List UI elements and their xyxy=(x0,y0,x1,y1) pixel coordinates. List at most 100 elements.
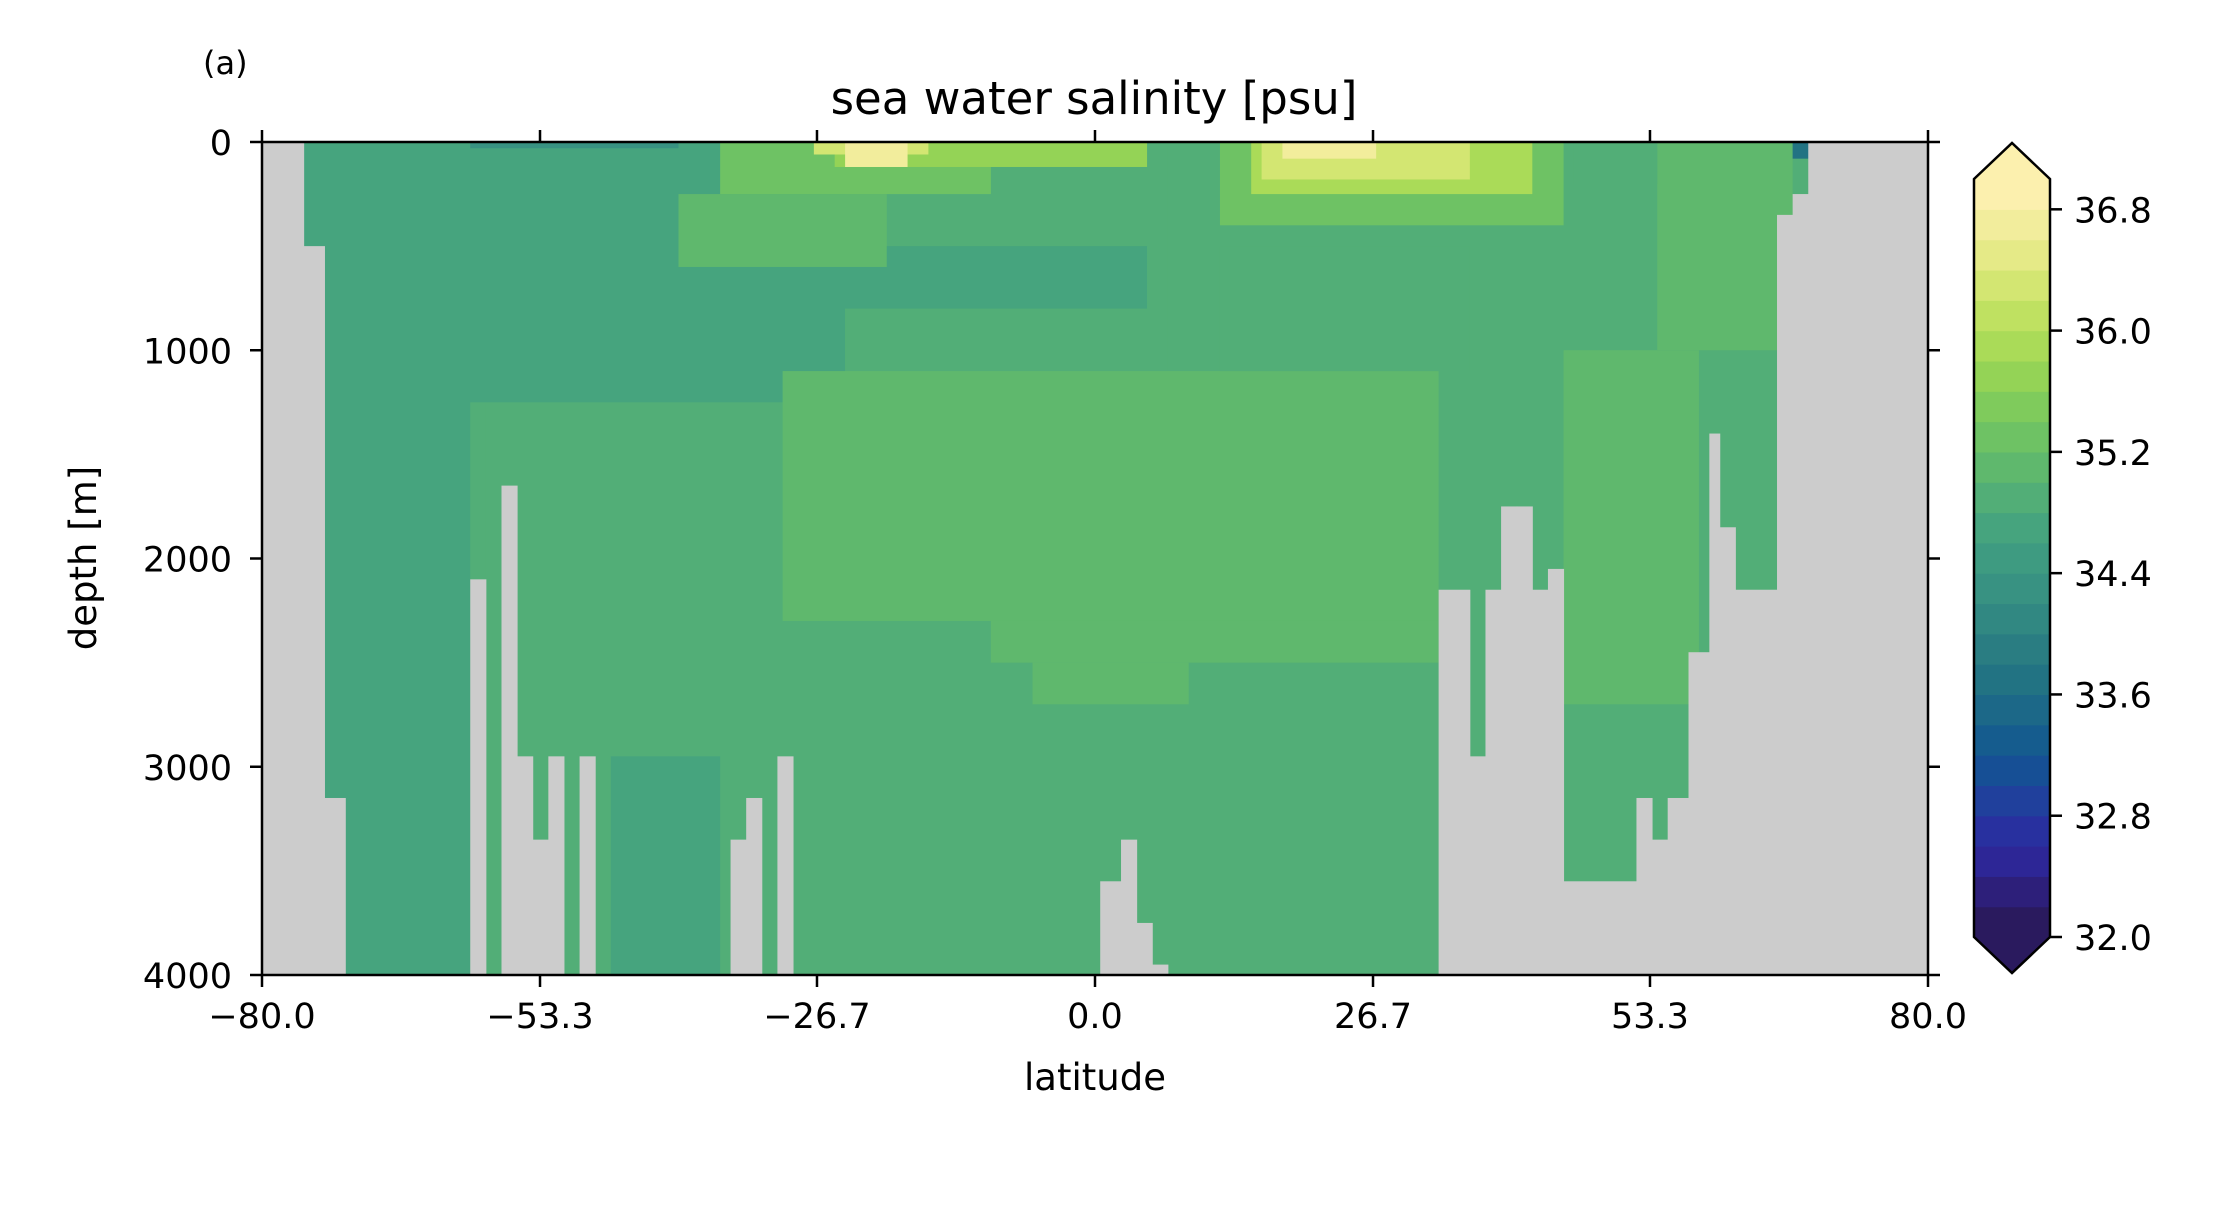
land-column-1 xyxy=(303,246,325,975)
colorbar-swatch-22 xyxy=(1974,239,2050,271)
land-column-11 xyxy=(777,756,794,975)
salinity-cells xyxy=(303,142,1928,975)
land-column-32 xyxy=(1792,194,1809,975)
y-axis-label: depth [m] xyxy=(62,466,105,650)
panel-label: (a) xyxy=(203,44,248,82)
land-column-31 xyxy=(1777,214,1794,975)
y-axis: 0 1000 2000 3000 4000 xyxy=(143,124,1940,997)
land-mask xyxy=(262,142,1928,975)
y-tick-label-2: 2000 xyxy=(143,541,232,581)
colorbar-swatch-4 xyxy=(1974,785,2050,817)
land-column-28 xyxy=(1709,433,1721,975)
colorbar-swatch-17 xyxy=(1974,391,2050,423)
colorbar-tick-label-4: 35.2 xyxy=(2074,434,2152,474)
x-tick-label-4: 26.7 xyxy=(1334,997,1412,1037)
salinity-cell-7 xyxy=(782,371,1439,621)
y-tick-label-3: 3000 xyxy=(143,749,232,789)
colorbar-swatch-0 xyxy=(1974,906,2050,938)
land-column-12 xyxy=(1100,881,1122,975)
x-tick-label-2: −26.7 xyxy=(763,997,870,1037)
land-column-29 xyxy=(1719,527,1736,975)
land-column-6 xyxy=(532,839,549,975)
salinity-cell-20 xyxy=(1282,142,1377,159)
colorbar-swatch-18 xyxy=(1974,360,2050,392)
land-column-22 xyxy=(1547,568,1565,975)
land-column-21 xyxy=(1532,589,1549,975)
x-tick-label-3: 0.0 xyxy=(1067,997,1123,1037)
colorbar: 32.0 32.8 33.6 34.4 35.2 36.0 36.8 xyxy=(1972,141,2152,975)
colorbar-under-arrow xyxy=(1974,937,2050,973)
colorbar-swatch-3 xyxy=(1974,815,2050,847)
colorbar-tick-label-3: 34.4 xyxy=(2074,555,2152,595)
salinity-cell-3 xyxy=(610,756,721,975)
chart-title: sea water salinity [psu] xyxy=(831,72,1358,125)
land-column-20 xyxy=(1516,506,1533,975)
land-column-25 xyxy=(1652,839,1669,975)
x-axis-label: latitude xyxy=(1024,1056,1166,1099)
land-column-33 xyxy=(1808,142,1928,975)
colorbar-swatch-9 xyxy=(1974,633,2050,665)
salinity-cell-16 xyxy=(845,142,908,167)
land-column-13 xyxy=(1121,839,1138,975)
x-tick-label-5: 53.3 xyxy=(1611,997,1689,1037)
colorbar-swatch-24 xyxy=(1974,179,2050,210)
salinity-cell-8 xyxy=(990,620,1439,663)
colorbar-swatch-15 xyxy=(1974,451,2050,483)
land-column-15 xyxy=(1152,964,1169,975)
colorbar-swatch-8 xyxy=(1974,664,2050,696)
land-column-26 xyxy=(1667,797,1690,975)
colorbar-swatch-20 xyxy=(1974,300,2050,332)
land-column-7 xyxy=(548,756,565,975)
land-column-2 xyxy=(324,797,346,975)
salinity-cell-24 xyxy=(470,142,679,149)
land-column-5 xyxy=(517,756,534,975)
salinity-cell-11 xyxy=(1219,246,1470,372)
colorbar-swatch-23 xyxy=(1974,209,2050,241)
salinity-cell-22 xyxy=(1573,142,1658,184)
land-column-0 xyxy=(262,142,305,975)
salinity-cell-12 xyxy=(678,194,887,267)
land-column-30 xyxy=(1735,589,1778,975)
y-tick-label-1: 1000 xyxy=(143,332,232,372)
colorbar-over-arrow xyxy=(1974,143,2050,179)
colorbar-swatch-11 xyxy=(1974,573,2050,605)
y-tick-label-4: 4000 xyxy=(143,957,232,997)
colorbar-swatch-5 xyxy=(1974,755,2050,786)
colorbar-swatch-10 xyxy=(1974,603,2050,635)
salinity-cell-21 xyxy=(1657,142,1793,351)
x-tick-label-6: 80.0 xyxy=(1889,997,1967,1037)
land-column-14 xyxy=(1136,922,1153,975)
y-tick-label-0: 0 xyxy=(210,124,232,164)
plot-area xyxy=(262,142,1928,975)
salinity-cell-10 xyxy=(1563,350,1699,705)
land-column-3 xyxy=(470,579,487,975)
colorbar-tick-label-2: 33.6 xyxy=(2074,676,2152,716)
colorbar-swatch-21 xyxy=(1974,269,2050,301)
x-axis: −80.0 −53.3 −26.7 0.0 26.7 53.3 80.0 xyxy=(208,130,1967,1037)
land-column-17 xyxy=(1469,756,1486,975)
land-column-8 xyxy=(579,756,596,975)
x-tick-label-0: −80.0 xyxy=(208,997,315,1037)
land-column-16 xyxy=(1438,589,1471,975)
colorbar-swatch-12 xyxy=(1974,542,2050,574)
land-column-19 xyxy=(1501,506,1518,975)
colorbar-swatch-16 xyxy=(1974,421,2050,453)
colorbar-swatch-19 xyxy=(1974,330,2050,362)
land-column-23 xyxy=(1563,881,1637,975)
land-column-18 xyxy=(1485,589,1502,975)
land-column-4 xyxy=(501,485,518,975)
colorbar-tick-label-6: 36.8 xyxy=(2074,191,2152,231)
colorbar-swatch-7 xyxy=(1974,694,2050,726)
land-column-9 xyxy=(730,839,747,975)
x-tick-label-1: −53.3 xyxy=(486,997,593,1037)
land-column-27 xyxy=(1688,652,1710,975)
colorbar-tick-label-5: 36.0 xyxy=(2074,313,2152,353)
colorbar-swatch-2 xyxy=(1974,846,2050,877)
land-column-10 xyxy=(746,797,763,975)
colorbar-swatch-13 xyxy=(1974,512,2050,544)
colorbar-tick-label-1: 32.8 xyxy=(2074,798,2152,838)
salinity-cell-9 xyxy=(1032,662,1189,705)
colorbar-swatch-6 xyxy=(1974,724,2050,756)
